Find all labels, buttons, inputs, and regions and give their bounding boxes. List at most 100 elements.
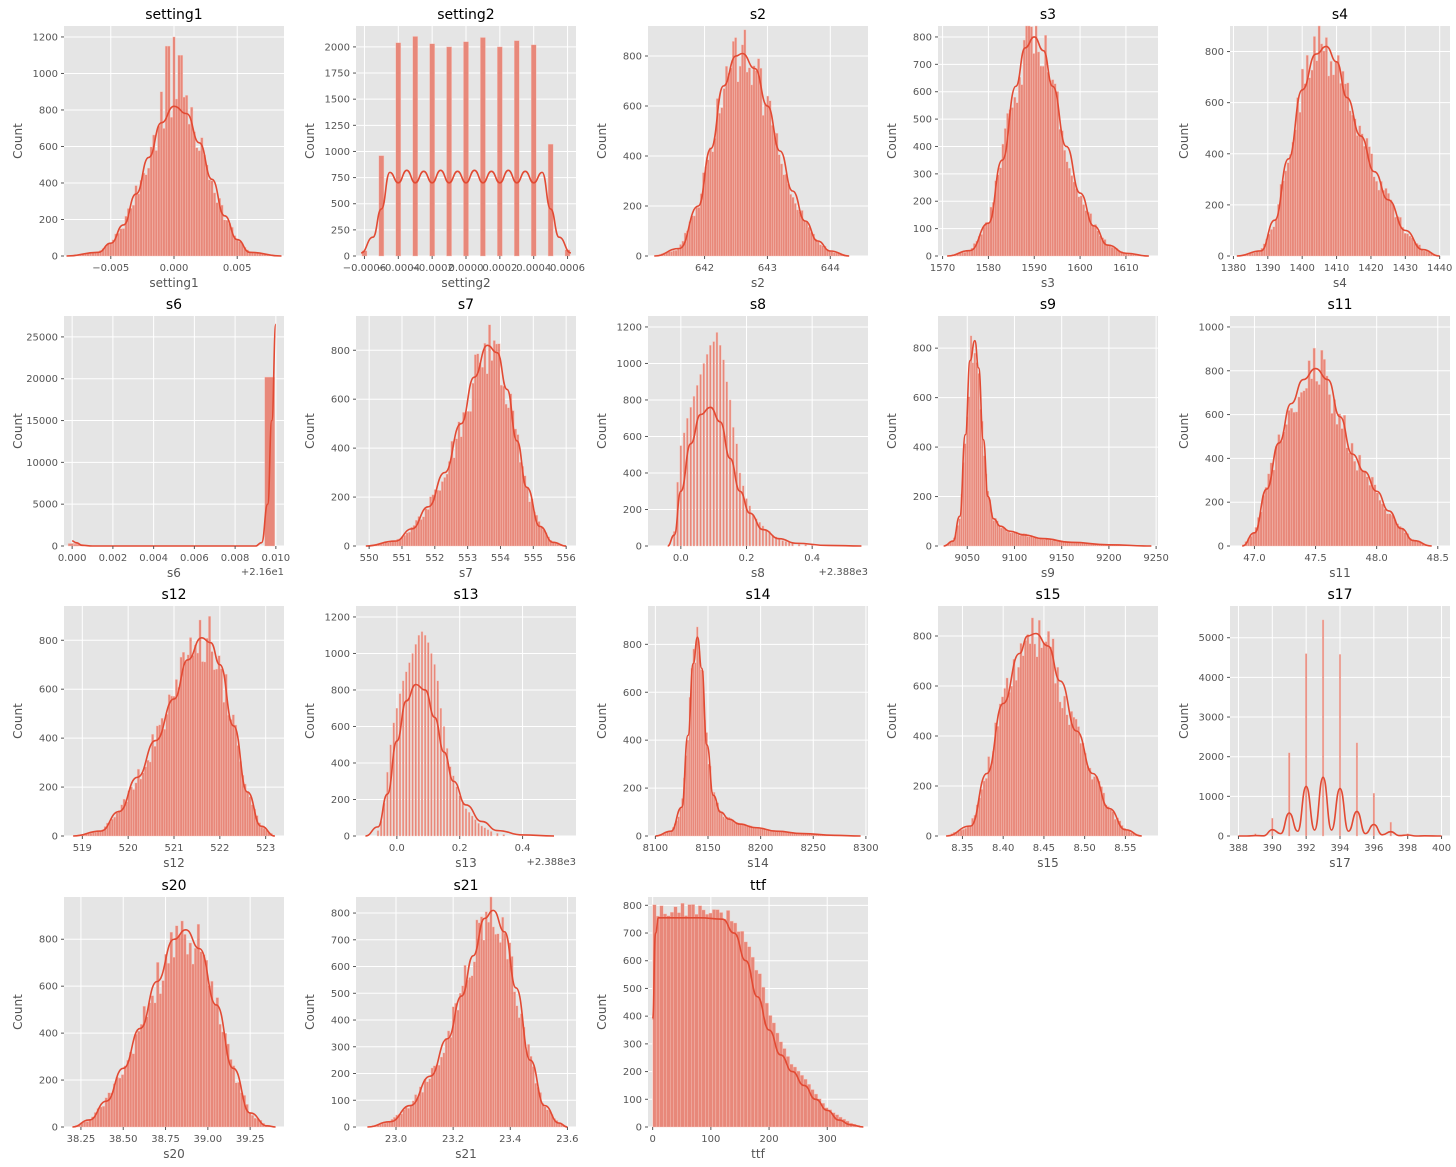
histogram-bar — [132, 789, 136, 837]
histogram-bar — [1363, 145, 1366, 257]
y-tick-label: 200 — [913, 782, 932, 793]
x-tick-label: 38.25 — [67, 1134, 96, 1145]
histogram-bar — [153, 746, 157, 837]
histogram-bar — [677, 912, 681, 1128]
histogram-bar — [1372, 792, 1375, 837]
y-tick-label: 200 — [623, 202, 642, 213]
histogram-bar — [830, 251, 834, 257]
histogram-bar — [1398, 526, 1402, 547]
histogram-bar — [705, 732, 708, 837]
histogram-bar — [793, 203, 797, 257]
histogram-bar — [696, 385, 699, 547]
histogram-bar — [1363, 470, 1367, 547]
histogram-bar — [1305, 388, 1309, 547]
histogram-bar — [751, 514, 755, 547]
histogram-bar — [1284, 170, 1288, 257]
histogram-bar — [752, 65, 756, 257]
histogram-bar — [137, 1030, 141, 1128]
histogram-bar — [180, 55, 184, 257]
histogram-bar — [129, 1051, 133, 1128]
histogram-bar — [534, 1083, 538, 1128]
histogram-bar — [975, 362, 978, 547]
histogram-bar — [1385, 513, 1389, 547]
histogram-bar — [445, 473, 449, 547]
histogram-bar — [781, 540, 784, 547]
histogram-bar — [455, 786, 458, 837]
x-tick-label: 100 — [701, 1134, 720, 1145]
histogram-bar — [483, 343, 487, 547]
x-tick-label: 392 — [1297, 843, 1316, 854]
histogram-bar — [1041, 65, 1045, 257]
histogram-bar — [690, 215, 694, 257]
histogram-bar — [492, 340, 496, 547]
histogram-bar — [782, 174, 786, 257]
histogram-bar — [192, 131, 196, 257]
y-tick-label: 300 — [331, 1042, 350, 1053]
histogram-bar — [468, 977, 472, 1128]
y-tick-label: 0 — [1218, 252, 1224, 263]
histogram-bar — [1022, 39, 1026, 257]
histogram-bars — [66, 36, 282, 257]
histogram-bar — [1024, 640, 1027, 837]
histogram-bar — [182, 651, 185, 837]
histogram-bar — [718, 810, 721, 837]
histogram-bars — [367, 896, 568, 1128]
histogram-bar — [426, 1081, 429, 1128]
histogram-bar — [159, 91, 163, 257]
histogram-bar — [732, 41, 735, 257]
x-tick-label: 0.008 — [221, 553, 250, 564]
histogram-bar — [123, 1065, 127, 1128]
y-tick-label: 700 — [623, 929, 642, 940]
histogram-bar — [1096, 230, 1100, 257]
histogram-bar — [832, 252, 836, 257]
histogram-bar — [1018, 76, 1021, 257]
histogram-bar — [409, 1105, 413, 1128]
histogram-bar — [1051, 540, 1054, 547]
histogram-bar — [726, 910, 731, 1128]
histogram-bar — [1380, 503, 1384, 547]
histogram-bar — [804, 544, 807, 547]
histogram-bar — [416, 1097, 420, 1128]
histogram-bar — [1293, 129, 1297, 257]
y-tick-label: 500 — [331, 199, 350, 210]
chart-title: s12 — [161, 587, 186, 603]
y-tick-label: 800 — [39, 105, 58, 116]
histogram-bar — [1052, 540, 1056, 547]
histogram-bar — [1284, 424, 1288, 547]
y-tick-label: 800 — [331, 346, 350, 357]
histogram-bar — [1040, 647, 1043, 837]
histogram-bar — [386, 771, 389, 837]
histogram-bar — [968, 825, 972, 837]
histogram-bar — [985, 778, 988, 837]
histogram-bar — [1039, 538, 1043, 547]
histogram-bars — [673, 332, 814, 547]
x-tick-label: 8.45 — [1033, 843, 1055, 854]
x-tick-label: 0.0000 — [449, 263, 484, 274]
histogram-bar — [1088, 767, 1092, 837]
histogram-bar — [1072, 717, 1076, 837]
histogram-bar — [210, 981, 214, 1128]
histogram-bar — [395, 42, 402, 257]
histogram-bar — [489, 896, 493, 1128]
y-tick-label: 4000 — [1199, 673, 1224, 684]
histogram-bar — [1348, 110, 1352, 257]
histogram-bar — [1083, 753, 1087, 837]
histogram-bar — [1094, 224, 1097, 257]
histogram-bar — [1125, 830, 1129, 837]
histogram-bar — [1249, 536, 1253, 547]
histogram-bar — [791, 197, 795, 257]
histogram-bar — [695, 206, 699, 257]
histogram-bar — [1279, 440, 1283, 547]
histogram-bar — [420, 631, 424, 837]
histogram-bar — [393, 541, 397, 547]
x-tick-label: 0.006 — [180, 553, 209, 564]
x-tick-label: 519 — [73, 843, 92, 854]
histogram-bar — [1058, 129, 1062, 257]
x-tick-label: 1390 — [1255, 263, 1280, 274]
histogram-bar — [1030, 26, 1033, 257]
histogram-bar — [1329, 61, 1333, 257]
histogram-bar — [1322, 50, 1326, 257]
histogram-bar — [1315, 60, 1319, 257]
histogram-bar — [121, 228, 125, 257]
chart-panel-s11: 0 200 400 600 800 1000 47.0 47.5 48.0 48.5 s11 s11 C… — [1177, 297, 1450, 580]
